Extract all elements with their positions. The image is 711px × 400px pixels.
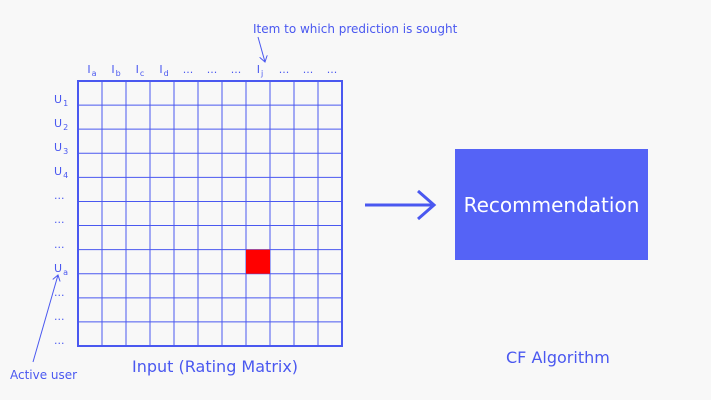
recommendation-label: Recommendation	[463, 192, 640, 217]
column-label-base: ...	[326, 63, 338, 76]
active-user-label: Active user	[10, 368, 78, 382]
row-label-base: ...	[54, 285, 65, 299]
column-label-subscript: d	[163, 69, 169, 78]
column-label-base: I	[135, 63, 139, 76]
column-label-base: I	[256, 63, 261, 76]
active-user-arrow	[32, 275, 58, 363]
column-label: Ia	[87, 63, 97, 78]
row-label: Ua	[54, 261, 68, 277]
row-label-base: U	[54, 261, 63, 275]
row-label-base: U	[54, 93, 63, 106]
column-label-subscript: b	[115, 69, 121, 78]
column-label-base: I	[111, 63, 115, 76]
row-label-subscript: 2	[63, 123, 69, 133]
row-label: ...	[54, 311, 65, 322]
column-label-base: ...	[182, 63, 194, 76]
column-label-base: I	[159, 63, 163, 76]
column-label-base: ...	[206, 63, 218, 76]
algorithm-label: CF Algorithm	[506, 348, 610, 367]
row-label-base: ...	[54, 309, 65, 323]
column-label: ...	[231, 64, 242, 75]
column-label: ...	[183, 64, 194, 75]
column-label: ...	[279, 64, 290, 75]
rating-matrix-grid	[78, 81, 342, 346]
top-annotation-arrow	[257, 36, 265, 62]
column-label-base: ...	[230, 63, 242, 76]
row-label: ...	[54, 214, 65, 225]
row-label: U2	[54, 117, 69, 133]
row-label: U1	[54, 93, 69, 108]
matrix-caption: Input (Rating Matrix)	[132, 357, 299, 376]
column-label-base: I	[87, 63, 91, 76]
column-label-subscript: a	[91, 69, 97, 78]
row-label-base: U	[54, 117, 63, 131]
column-label: ...	[327, 64, 338, 75]
recommendation-box: Recommendation	[455, 149, 648, 260]
row-label: ...	[54, 335, 65, 346]
row-label-subscript: 3	[63, 147, 69, 157]
column-label: ...	[303, 64, 314, 75]
row-label: U4	[54, 165, 69, 181]
top-annotation: Item to which prediction is sought	[253, 22, 458, 36]
row-label-base: ...	[54, 213, 65, 227]
rating-matrix-border	[77, 80, 343, 347]
column-label-base: ...	[302, 63, 314, 76]
row-label: ...	[54, 239, 65, 250]
column-label-subscript: j	[261, 69, 264, 78]
prediction-cell	[246, 249, 270, 274]
column-label: Ij	[256, 63, 264, 78]
column-label: Ib	[111, 63, 121, 78]
column-label-subscript: c	[139, 69, 145, 78]
row-label-base: ...	[54, 237, 65, 251]
row-label: ...	[54, 190, 65, 201]
row-label: U3	[54, 141, 69, 157]
row-label-subscript: 1	[63, 99, 69, 108]
column-label: Ic	[135, 63, 145, 78]
row-label-base: ...	[54, 333, 65, 347]
row-label: ...	[54, 287, 65, 298]
column-label: ...	[207, 64, 218, 75]
column-label: Id	[159, 63, 169, 78]
row-label-subscript: 4	[63, 171, 69, 181]
flow-arrow	[365, 189, 437, 221]
row-label-base: U	[54, 165, 63, 179]
row-label-subscript: a	[63, 267, 68, 277]
column-label-base: ...	[278, 63, 290, 76]
row-label-base: U	[54, 141, 63, 155]
row-label-base: ...	[54, 189, 65, 203]
